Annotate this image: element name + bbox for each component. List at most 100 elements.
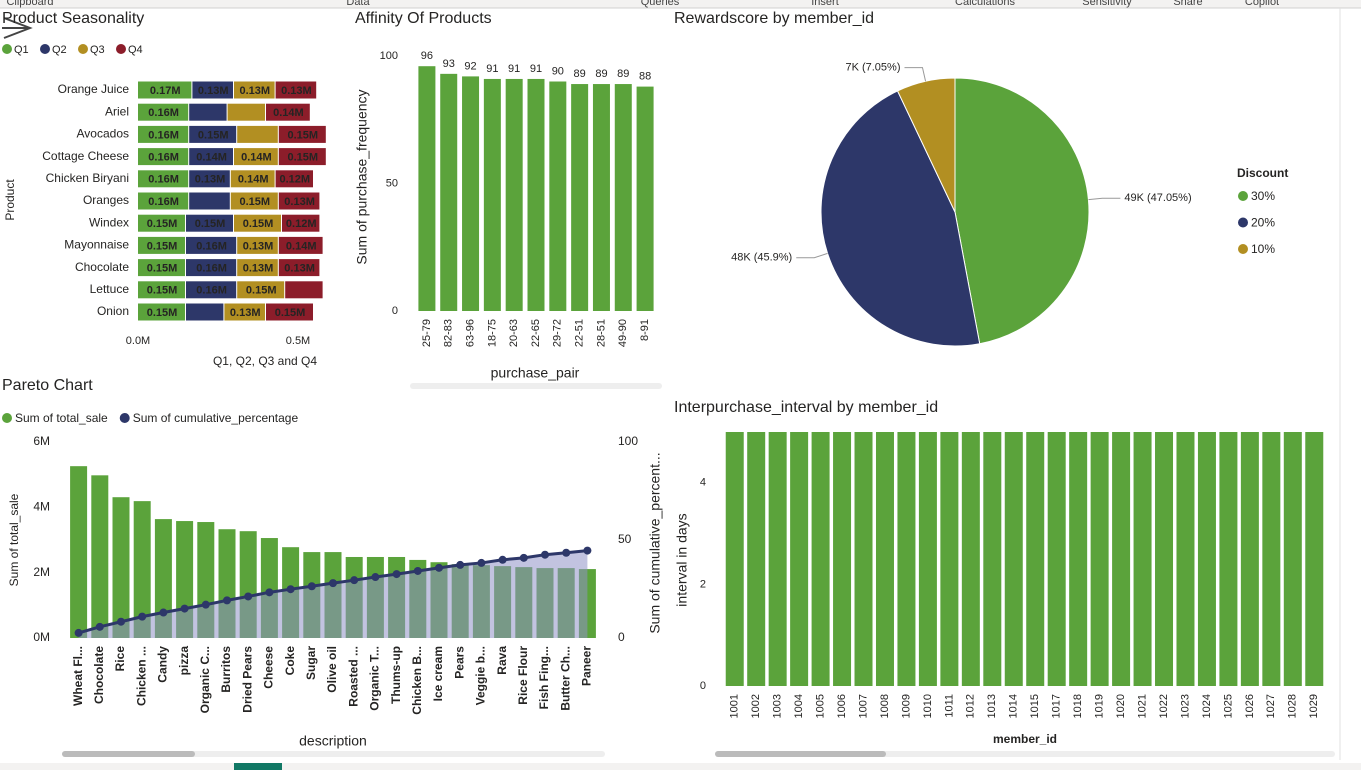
bar [1219,432,1238,686]
value-label: 0.16M [148,196,179,208]
value-label: 0.13M [284,263,315,275]
x-axis-title: Q1, Q2, Q3 and Q4 [213,354,317,368]
legend-label: Q3 [90,44,105,56]
bar [483,78,501,311]
value-label: 92 [464,60,476,72]
bar [1133,432,1152,686]
y-axis-title: Sum of purchase_frequency [354,89,370,264]
scrollbar-thumb[interactable] [715,751,886,757]
bar [918,432,937,686]
category-label: Ariel [105,104,129,118]
leader-line [904,67,927,82]
back-arrow[interactable] [2,17,33,39]
category-label: Lettuce [90,282,130,296]
x-tick-label: Veggie b... [474,646,488,705]
line-marker [413,566,422,575]
bar-segment [266,303,313,321]
x-tick-label: 1008 [879,694,891,718]
bar-segment [282,214,320,232]
x-tick-label: Coke [283,646,297,676]
bar [875,432,894,686]
category-label: Orange Juice [58,82,130,96]
bar [1112,432,1131,686]
value-label: 0.15M [147,285,178,297]
x-tick-label: 63-96 [464,319,476,347]
active-tab[interactable] [234,763,282,770]
x-tick-label: 1028 [1287,694,1299,718]
bar [1026,432,1045,686]
bar [614,84,632,311]
line-marker [435,563,443,572]
ribbon-strip [0,0,1361,8]
line-marker [117,617,125,626]
bar [154,519,172,638]
x-tick-label: Chicken B... [410,646,424,715]
ribbon-group: Queries [641,0,680,8]
value-label: 88 [639,71,651,83]
bar [897,432,916,686]
line-marker [392,570,401,579]
scrollbar[interactable] [62,751,605,757]
bar-segment [237,236,278,254]
category-label: Oranges [83,193,129,207]
bar-segment [138,125,189,143]
scrollbar[interactable] [410,383,662,389]
ribbon-group: Clipboard [6,0,53,8]
value-label: 0.15M [147,307,178,319]
pie-slice [820,90,981,347]
x-tick-label: 1019 [1094,694,1106,718]
line-marker [477,558,486,567]
bar [527,78,545,311]
bar [1090,432,1109,686]
value-label: 0.15M [288,152,319,164]
bar-segment [230,170,275,188]
category-label: Mayonnaise [64,238,129,252]
bar-segment [278,259,320,277]
bar-segment [278,192,320,210]
legend-marker [119,413,130,423]
bar [571,84,589,311]
bar-segment [285,281,323,299]
x-tick-label: 1002 [750,694,762,718]
y-tick-label: 50 [386,177,398,189]
line-marker [244,592,253,601]
scrollbar-thumb[interactable] [62,751,195,757]
x-tick-label: 1001 [729,694,741,718]
line-marker [498,555,507,564]
bar-segment [275,81,317,99]
value-label: 0.12M [280,174,311,186]
line-marker [74,628,83,637]
value-label: 91 [530,63,542,75]
bar-segment [237,125,278,143]
bar-segment [138,303,185,321]
legend-title: Discount [1237,166,1288,180]
x-tick-label: 0.5M [286,335,310,347]
x-tick-label: Rice Flour [516,646,530,705]
value-label: 0.15M [195,218,226,230]
x-tick-label: 22-65 [530,319,542,347]
chart-title: Rewardscore by member_id [674,10,874,27]
y-tick-label: 6M [33,434,50,448]
x-tick-label: Wheat Fl... [71,646,85,706]
x-tick-label: Rice [113,646,127,672]
bar [549,81,567,311]
category-label: Cottage Cheese [42,149,129,163]
line-marker [583,546,592,555]
value-label: 0.15M [243,218,274,230]
x-tick-label: 82-83 [443,319,455,347]
ribbon-group: Calculations [955,0,1015,8]
value-label: 0.15M [240,196,271,208]
data-label: 49K (47.05%) [1124,192,1191,204]
x-tick-label: Butter Ch... [558,646,572,711]
y2-tick-label: 0 [618,630,625,644]
y-tick-label: 2M [33,565,50,579]
line-marker [265,588,274,597]
bar-segment [189,125,237,143]
y-tick-label: 0M [33,630,50,644]
x-tick-label: 1011 [943,694,955,718]
bar-segment [138,236,185,254]
data-label: 48K (45.9%) [731,252,792,264]
legend-label: Sum of cumulative_percentage [133,411,299,425]
value-label: 91 [486,63,498,75]
